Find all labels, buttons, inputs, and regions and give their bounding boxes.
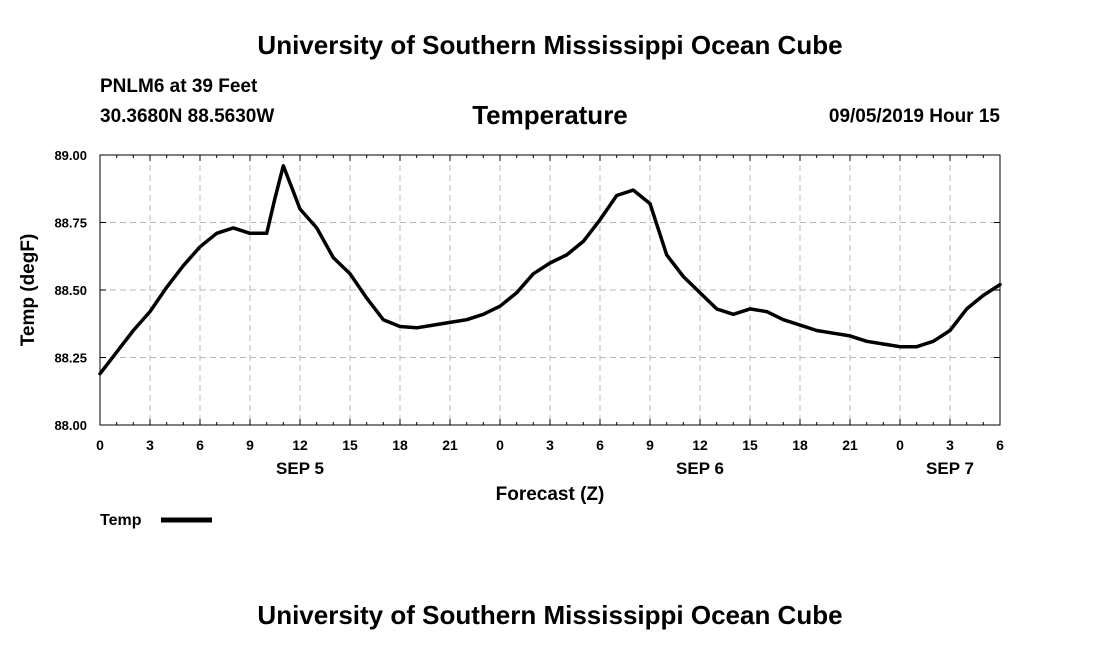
chart-title: Temperature [472, 100, 628, 130]
header-title: University of Southern Mississippi Ocean… [257, 30, 843, 60]
axis-labels: 0 3 6 9 12 15 18 21 0 3 6 9 12 15 18 21 0 3 6 88.00 88.25 88.… [18, 148, 1004, 529]
day-label: SEP 5 [276, 459, 324, 478]
x-tick-label: 3 [946, 437, 954, 453]
footer-title: University of Southern Mississippi Ocean… [257, 600, 843, 630]
y-tick-label: 88.50 [54, 283, 87, 298]
x-tick-label: 0 [96, 437, 104, 453]
series-layer [98, 164, 1002, 376]
x-tick-label: 18 [392, 437, 408, 453]
x-tick-label: 15 [342, 437, 358, 453]
x-tick-label: 9 [246, 437, 254, 453]
y-tick-label: 88.75 [54, 216, 87, 231]
y-axis-label: Temp (degF) [18, 234, 39, 347]
x-tick-label: 3 [146, 437, 154, 453]
x-axis-label: Forecast (Z) [496, 484, 605, 505]
x-tick-label: 18 [792, 437, 808, 453]
day-label: SEP 7 [926, 459, 974, 478]
x-tick-label: 6 [596, 437, 604, 453]
day-label: SEP 6 [676, 459, 724, 478]
y-tick-label: 88.00 [54, 418, 87, 433]
x-tick-label: 6 [996, 437, 1004, 453]
x-tick-label: 12 [292, 437, 308, 453]
datetime-label: 09/05/2019 Hour 15 [828, 106, 1000, 127]
legend-label: Temp [100, 512, 142, 529]
y-tick-label: 89.00 [54, 148, 87, 163]
y-tick-label: 88.25 [54, 351, 87, 366]
x-tick-label: 0 [896, 437, 904, 453]
x-tick-label: 12 [692, 437, 708, 453]
axis-ticks [99, 154, 1001, 426]
x-tick-label: 9 [646, 437, 654, 453]
station-label: PNLM6 at 39 Feet [100, 76, 258, 97]
x-tick-label: 15 [742, 437, 758, 453]
series-line-temp [98, 164, 1002, 376]
x-tick-label: 21 [842, 437, 858, 453]
grid-lines [100, 155, 1000, 425]
x-tick-label: 3 [546, 437, 554, 453]
coordinates-label: 30.3680N 88.5630W [100, 106, 275, 127]
x-tick-label: 0 [496, 437, 504, 453]
x-tick-label: 6 [196, 437, 204, 453]
x-tick-label: 21 [442, 437, 458, 453]
